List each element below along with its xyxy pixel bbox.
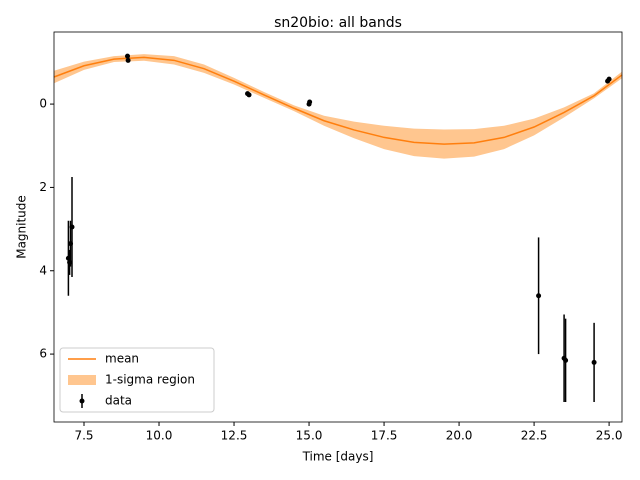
legend-label: mean <box>105 352 139 366</box>
mean-line <box>53 56 623 145</box>
legend-box <box>59 347 215 413</box>
x-tick-label: 17.5 <box>371 429 398 443</box>
data-point <box>606 76 612 82</box>
data-point <box>69 224 75 230</box>
data-point <box>563 357 569 363</box>
data-point <box>591 359 597 365</box>
data-point <box>125 53 131 59</box>
legend-patch <box>68 375 96 385</box>
y-tick-label: 4 <box>39 263 47 277</box>
legend-marker <box>79 398 85 404</box>
plot-frame <box>53 31 623 423</box>
data-point <box>125 57 131 63</box>
x-tick-label: 15.0 <box>296 429 323 443</box>
y-tick-label: 0 <box>39 97 47 111</box>
y-tick-label: 2 <box>39 180 47 194</box>
x-tick-label: 12.5 <box>221 429 248 443</box>
x-tick-label: 22.5 <box>521 429 548 443</box>
legend-label: 1-sigma region <box>105 373 195 387</box>
x-tick-label: 7.5 <box>74 429 93 443</box>
legend-label: data <box>105 394 132 408</box>
data-point <box>307 99 313 105</box>
chart-title: sn20bio: all bands <box>274 15 402 31</box>
data-point <box>246 92 252 98</box>
data-point <box>536 293 542 299</box>
x-tick-label: 10.0 <box>146 429 173 443</box>
y-axis-label: Magnitude <box>15 195 29 259</box>
sigma-band <box>54 54 622 159</box>
y-tick-label: 6 <box>39 347 47 361</box>
x-tick-label: 20.0 <box>446 429 473 443</box>
x-tick-label: 25.0 <box>596 429 623 443</box>
x-axis-label: Time [days] <box>302 450 374 464</box>
